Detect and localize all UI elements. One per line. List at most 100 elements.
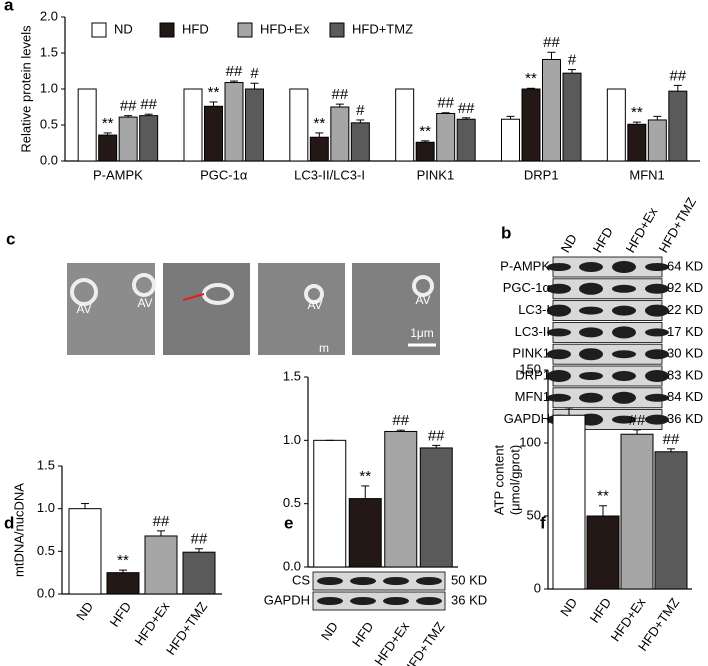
blot-band <box>317 597 343 605</box>
blot-band <box>645 328 669 337</box>
error-bar <box>335 103 344 107</box>
blot-band <box>350 597 376 605</box>
y-tick-label: 100 <box>519 434 541 449</box>
significance-label: ## <box>669 67 686 84</box>
vacuole <box>132 273 156 297</box>
bar <box>98 134 118 162</box>
blot-strip <box>312 571 446 591</box>
blot-row-label: PINK1 <box>512 346 550 361</box>
blot-band <box>579 262 603 272</box>
bar <box>542 58 561 162</box>
y-tick-label: 1.0 <box>37 500 55 515</box>
blot-row-label: P-AMPK <box>500 258 550 273</box>
bar <box>245 88 264 162</box>
bar <box>384 430 418 568</box>
bar <box>501 118 520 162</box>
y-tick-label: 1.5 <box>37 457 55 472</box>
blot-row-label: GAPDH <box>264 592 310 607</box>
y-tick-label: 1.0 <box>40 80 58 95</box>
significance-label: ** <box>102 115 114 132</box>
blot-band <box>645 283 669 294</box>
blot-band <box>645 304 669 317</box>
blot-size-label: 50 KD <box>451 572 487 587</box>
blot-size-label: 36 KD <box>667 411 703 426</box>
legend-label: HFD+TMZ <box>352 21 413 36</box>
blot-band <box>383 597 409 605</box>
micrograph-label: m <box>319 341 329 355</box>
blot-size-label: 64 KD <box>667 258 703 273</box>
blot-row-label: LC3-I <box>518 302 550 317</box>
error-bar <box>250 82 259 89</box>
x-tick-label: MFN1 <box>629 167 664 182</box>
significance-label: ## <box>543 34 560 51</box>
error-bar <box>81 503 89 509</box>
x-tick-label: P-AMPK <box>93 167 143 182</box>
error-bar <box>667 448 675 452</box>
bar <box>309 136 329 162</box>
error-bar <box>421 140 430 143</box>
micrograph <box>258 263 345 355</box>
bar <box>456 118 476 162</box>
blot-size-label: 92 KD <box>667 280 703 295</box>
significance-label: # <box>568 52 577 69</box>
bar <box>289 88 309 162</box>
error-bar <box>103 132 112 136</box>
bar <box>350 122 370 162</box>
error-bar <box>527 87 535 89</box>
y-tick-label: 0.5 <box>40 116 58 131</box>
blot-band <box>645 370 669 382</box>
error-bar <box>119 569 127 573</box>
y-axis-label: mtDNA/nucDNA <box>11 483 26 577</box>
panel-letter: e <box>284 513 293 532</box>
panel-letter: f <box>540 513 546 532</box>
error-bar <box>633 429 641 435</box>
significance-label: # <box>356 102 365 119</box>
y-tick-label: 0.0 <box>283 558 301 573</box>
blot-size-label: 83 KD <box>667 367 703 382</box>
y-axis-label: (μmol/gprot) <box>507 445 522 515</box>
blot-band <box>579 348 603 361</box>
bar <box>627 123 647 162</box>
blot-band <box>612 305 636 316</box>
panel-letter: d <box>4 513 14 532</box>
legend-swatch <box>329 22 345 38</box>
bar <box>620 433 654 590</box>
significance-label: ## <box>331 86 348 103</box>
bar <box>224 82 244 162</box>
micrograph-label: AV <box>307 298 322 312</box>
blot-band <box>579 392 603 403</box>
blot-row-label: LC3-II <box>515 324 550 339</box>
bar <box>204 105 223 162</box>
blot-band <box>645 393 669 402</box>
blot-row-label: GAPDH <box>504 411 550 426</box>
error-bar <box>195 548 203 553</box>
micrograph-label: AV <box>415 293 430 307</box>
significance-label: ## <box>428 427 445 444</box>
blot-band <box>612 371 636 381</box>
y-tick-label: 0.0 <box>37 585 55 600</box>
significance-label: ## <box>629 412 646 429</box>
blot-row-label: CS <box>292 572 310 587</box>
error-bar <box>599 505 607 516</box>
error-bar <box>632 121 641 125</box>
y-tick-label: 0.5 <box>283 495 301 510</box>
blot-band <box>547 328 571 337</box>
blot-band <box>383 577 409 585</box>
bar <box>330 106 350 162</box>
legend-swatch <box>159 22 175 38</box>
blot-size-label: 30 KD <box>667 346 703 361</box>
micrograph-label: AV <box>76 302 91 316</box>
legend-swatch <box>91 22 107 38</box>
blot-size-label: 84 KD <box>667 389 703 404</box>
error-bar <box>568 69 576 74</box>
error-bar <box>157 530 165 536</box>
significance-label: ** <box>208 84 220 101</box>
error-bar <box>144 113 153 116</box>
bar <box>654 451 688 590</box>
y-tick-label: 150 <box>519 361 541 376</box>
blot-band <box>317 577 343 585</box>
y-tick-label: 0 <box>534 580 541 595</box>
bar <box>586 515 620 590</box>
bar <box>668 90 688 162</box>
significance-label: ** <box>419 123 431 140</box>
